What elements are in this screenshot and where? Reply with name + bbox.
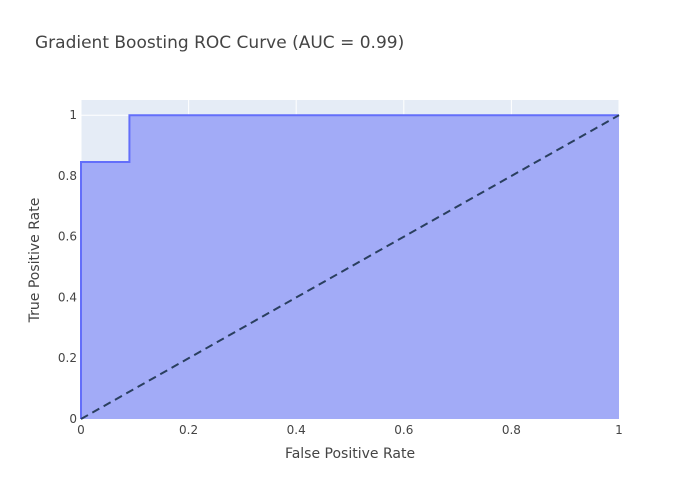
x-tick-label: 0.8 (502, 423, 521, 437)
x-axis-title: False Positive Rate (284, 446, 416, 462)
x-tick-label: 0.6 (394, 423, 413, 437)
y-axis-title: True Positive Rate (27, 197, 43, 323)
x-tick-label: 0 (77, 423, 85, 437)
x-tick-label: 0.2 (179, 423, 198, 437)
y-tick-label: 0.4 (58, 290, 77, 304)
y-tick-label: 0 (69, 412, 77, 426)
y-tick-label: 1 (69, 108, 77, 122)
y-axis-ticks: 0 0.2 0.4 0.6 0.8 1 (58, 108, 77, 426)
x-axis-ticks: 0 0.2 0.4 0.6 0.8 1 (77, 423, 623, 437)
x-tick-label: 0.4 (287, 423, 306, 437)
y-tick-label: 0.6 (58, 230, 77, 244)
random-classifier-diagonal (80, 114, 620, 420)
y-tick-label: 0.2 (58, 351, 77, 365)
y-tick-label: 0.8 (58, 169, 77, 183)
roc-curve-line (80, 114, 619, 419)
x-tick-label: 1 (615, 423, 623, 437)
chart-title: Gradient Boosting ROC Curve (AUC = 0.99) (35, 33, 405, 53)
roc-curve-fill (81, 115, 619, 419)
